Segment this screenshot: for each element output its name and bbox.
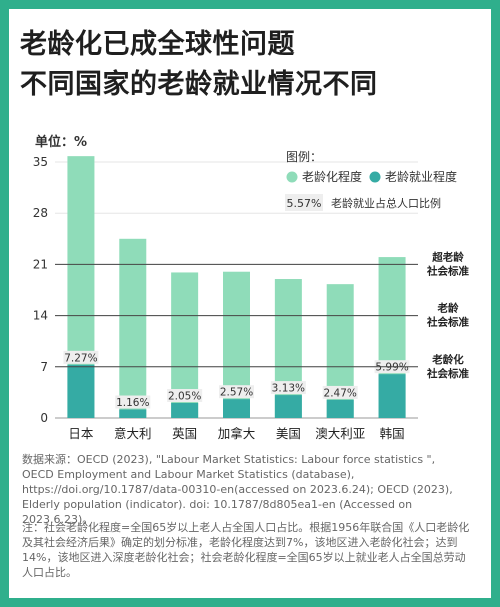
reference-label-line2: 社会标准: [426, 264, 469, 277]
y-tick-label: 28: [33, 206, 48, 220]
aging-bar: [274, 279, 302, 418]
y-tick-label: 21: [33, 257, 48, 271]
legend-title: 图例：: [286, 150, 322, 164]
y-axis-ticks: 0 7 14 21 28 35: [33, 155, 48, 425]
employment-bar: [119, 409, 147, 418]
x-tick-label: 日本: [68, 426, 94, 441]
reference-label-line1: 老龄化: [431, 353, 464, 366]
data-label: 2.47%: [324, 387, 357, 399]
title-line-1: 老龄化已成全球性问题: [20, 29, 295, 60]
title-line-2: 不同国家的老龄就业情况不同: [20, 69, 378, 100]
legend-aging-label: 老龄化程度: [302, 169, 362, 184]
footnote: 注：社会老龄化程度=全国65岁以上老人占全国人口占比。根据1956年联合国《人口…: [22, 521, 470, 579]
x-tick-label: 韩国: [380, 426, 405, 441]
y-tick-label: 0: [40, 411, 48, 425]
legend-sample-box: [285, 194, 323, 211]
reference-label-line1: 超老龄: [431, 250, 464, 263]
aging-bar: [119, 238, 147, 418]
employment-bar: [67, 364, 95, 418]
data-label: 3.13%: [272, 383, 305, 395]
data-label: 2.57%: [220, 387, 253, 399]
data-label-box: [63, 350, 99, 364]
data-label: 1.16%: [116, 397, 149, 409]
data-label: 5.99%: [375, 362, 408, 374]
legend-sample-desc: 老龄就业占总人口比例: [331, 196, 441, 210]
legend-sample-value: 5.57%: [287, 197, 322, 210]
employment-bar: [274, 395, 302, 418]
legend: 图例： 老龄化程度 老龄就业程度 5.57% 老龄就业占总人口比例: [285, 150, 457, 211]
y-tick-label: 14: [33, 309, 48, 323]
data-label: 2.05%: [168, 391, 201, 403]
x-tick-label: 加拿大: [218, 426, 256, 441]
data-source: 数据来源：OECD (2023), "Labour Market Statist…: [22, 453, 453, 526]
employment-bar: [326, 399, 354, 418]
x-tick-label: 英国: [172, 426, 197, 441]
bars: 7.27% 1.16% 2.05% 2.57% 3.13% 2.47% 5.99%: [63, 156, 410, 419]
x-tick-label: 澳大利亚: [315, 426, 365, 441]
unit-label: 单位：%: [35, 134, 87, 150]
employment-bar: [378, 374, 406, 418]
legend-aging-swatch: [286, 171, 298, 183]
reference-label-line2: 社会标准: [426, 367, 469, 380]
data-label-box: [167, 389, 203, 403]
x-tick-label: 美国: [276, 426, 301, 441]
y-tick-label: 35: [33, 155, 48, 169]
y-tick-label: 7: [40, 360, 48, 374]
legend-employment-swatch: [369, 171, 381, 183]
data-label-box: [219, 385, 254, 399]
x-tick-label: 意大利: [114, 426, 152, 441]
reference-label-line1: 老龄: [437, 302, 459, 315]
legend-employment-label: 老龄就业程度: [385, 169, 457, 184]
x-axis-labels: 日本 意大利 英国 加拿大 美国 澳大利亚 韩国: [68, 426, 404, 441]
data-label-box: [322, 385, 358, 399]
data-label-box: [270, 381, 306, 395]
reference-label-line2: 社会标准: [426, 316, 469, 329]
employment-bar: [171, 403, 199, 418]
data-label: 7.27%: [64, 352, 97, 364]
employment-bar: [223, 399, 250, 418]
data-label-box: [115, 395, 151, 409]
